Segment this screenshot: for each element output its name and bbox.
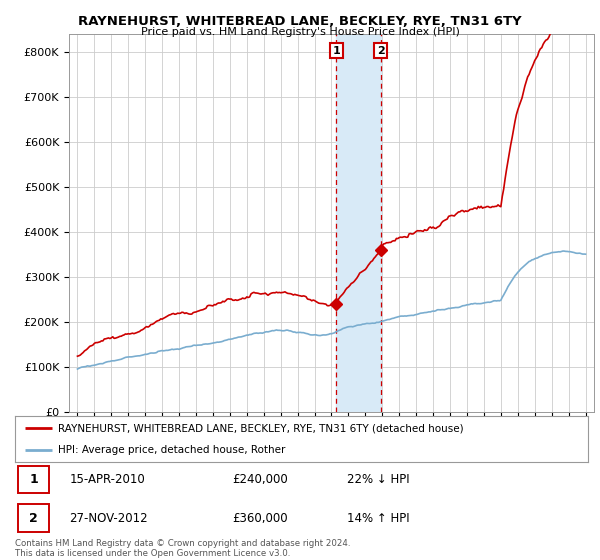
Text: RAYNEHURST, WHITEBREAD LANE, BECKLEY, RYE, TN31 6TY: RAYNEHURST, WHITEBREAD LANE, BECKLEY, RY… [78,15,522,27]
Text: RAYNEHURST, WHITEBREAD LANE, BECKLEY, RYE, TN31 6TY (detached house): RAYNEHURST, WHITEBREAD LANE, BECKLEY, RY… [58,423,464,433]
Text: 15-APR-2010: 15-APR-2010 [70,473,145,486]
Text: 1: 1 [332,45,340,55]
Text: 14% ↑ HPI: 14% ↑ HPI [347,512,410,525]
Text: 1: 1 [29,473,38,486]
Text: 27-NOV-2012: 27-NOV-2012 [70,512,148,525]
Text: £360,000: £360,000 [233,512,289,525]
Text: 22% ↓ HPI: 22% ↓ HPI [347,473,410,486]
Text: 2: 2 [29,512,38,525]
Text: 2: 2 [377,45,385,55]
FancyBboxPatch shape [18,505,49,532]
Text: Price paid vs. HM Land Registry's House Price Index (HPI): Price paid vs. HM Land Registry's House … [140,27,460,37]
Text: Contains HM Land Registry data © Crown copyright and database right 2024.
This d: Contains HM Land Registry data © Crown c… [15,539,350,558]
Text: £240,000: £240,000 [233,473,289,486]
Bar [337,34,381,412]
Text: HPI: Average price, detached house, Rother: HPI: Average price, detached house, Roth… [58,445,286,455]
FancyBboxPatch shape [18,466,49,493]
